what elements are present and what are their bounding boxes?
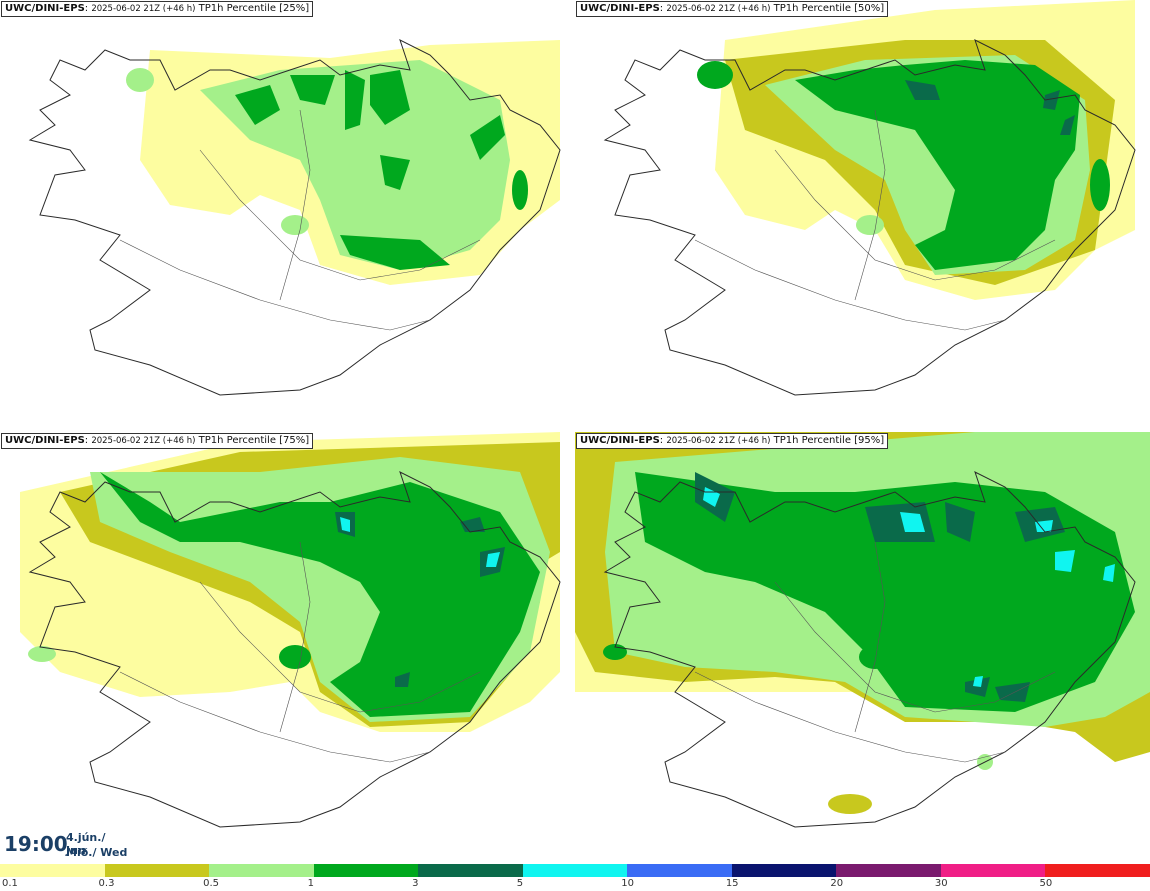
precip-map (20, 432, 561, 828)
valid-date: 4.jún./ Jun (66, 831, 106, 857)
legend-label: 15 (725, 878, 739, 889)
legend-swatch (0, 864, 105, 877)
panel-title: UWC/DINI-EPS: 2025-06-02 21Z (+46 h) TP1… (1, 433, 314, 449)
legend-label: 0.5 (203, 878, 219, 889)
legend-swatch (836, 864, 942, 877)
road-network (119, 109, 481, 331)
legend-swatch (522, 864, 628, 877)
map-panel-p75: UWC/DINI-EPS: 2025-06-02 21Z (+46 h) TP1… (0, 432, 575, 864)
legend-label: 20 (830, 878, 844, 889)
legend-label: 0.3 (98, 878, 115, 889)
precip-fields (697, 0, 1135, 300)
legend-swatch (209, 864, 315, 877)
panel-title: UWC/DINI-EPS: 2025-06-02 21Z (+46 h) TP1… (1, 1, 314, 17)
legend-label: 3 (412, 878, 419, 889)
legend-swatch (940, 864, 1046, 877)
legend-label: 50 (1039, 878, 1053, 889)
map-panel-p50: UWC/DINI-EPS: 2025-06-02 21Z (+46 h) TP1… (575, 0, 1150, 432)
valid-time: 19:00 (4, 832, 68, 856)
legend-label: 0.1 (2, 878, 18, 889)
precip-fields (126, 40, 560, 285)
map-panel-p25: UWC/DINI-EPS: 2025-06-02 21Z (+46 h) TP1… (0, 0, 575, 432)
road-network (119, 541, 481, 763)
precip-map (28, 39, 561, 396)
precip-map (575, 432, 1150, 828)
legend-label: 5 (516, 878, 524, 889)
legend-swatch (313, 864, 419, 877)
color-legend: 0.1 0.3 0.5 1 3 5 10 15 20 30 50 (0, 862, 1150, 891)
valid-time-box: 19:00 4.jún./ Jun Mið./ Wed (0, 826, 128, 862)
legend-swatch (1045, 864, 1150, 877)
road-network (694, 109, 1056, 331)
legend-label: 1 (307, 878, 314, 889)
legend-swatch (731, 864, 837, 877)
map-panel-p95: UWC/DINI-EPS: 2025-06-02 21Z (+46 h) TP1… (575, 432, 1150, 864)
precip-map (603, 0, 1136, 396)
valid-weekday: Mið./ Wed (66, 846, 128, 859)
iceland-outline (603, 39, 1136, 396)
iceland-outline (28, 471, 561, 828)
road-network (694, 541, 1056, 763)
legend-label: 30 (934, 878, 948, 889)
precip-fields (575, 432, 1150, 814)
legend-swatch (418, 864, 524, 877)
panel-title: UWC/DINI-EPS: 2025-06-02 21Z (+46 h) TP1… (576, 433, 889, 449)
legend-label: 10 (621, 878, 634, 889)
precip-fields (20, 432, 560, 732)
panel-title: UWC/DINI-EPS: 2025-06-02 21Z (+46 h) TP1… (576, 1, 889, 17)
iceland-outline (603, 471, 1136, 828)
iceland-outline (28, 39, 561, 396)
legend-swatch (104, 864, 210, 877)
legend-swatch (627, 864, 733, 877)
